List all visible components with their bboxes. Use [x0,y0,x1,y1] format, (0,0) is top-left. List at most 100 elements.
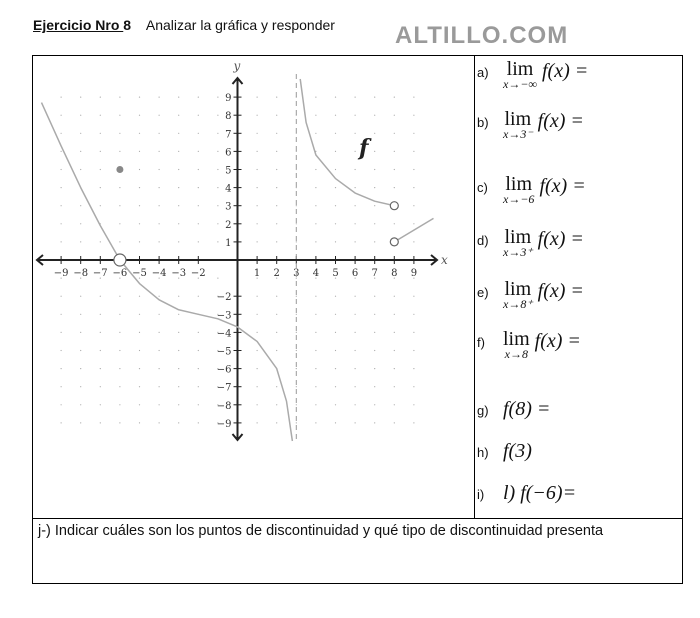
grid-dot [295,368,297,370]
grid-dot [393,132,395,134]
grid-dot [374,295,376,297]
grid-dot [295,187,297,189]
x-tick-label: −2 [191,268,206,279]
limit-operator: lim x→8⁺ [503,278,533,310]
grid-dot [334,187,337,189]
lim-word: lim [504,226,532,248]
grid-dot [80,114,82,116]
grid-dot [99,187,101,189]
grid-dot [217,114,219,116]
grid-dot [217,241,219,243]
y-axis-arrows [231,76,244,442]
grid-dot [158,422,160,424]
grid-dot [374,150,376,152]
grid-dot [334,241,337,243]
y-tick-label: −5 [217,347,232,358]
grid-dot [393,313,395,315]
grid-dot [276,96,278,98]
grid-dot [295,205,297,207]
y-tick-label: 8 [225,111,231,122]
grid-dot [99,313,101,315]
grid-dot [334,295,337,297]
grid-dot [60,168,62,171]
grid-dot [178,150,180,152]
grid-dot [334,386,337,388]
grid-dot [158,331,160,333]
grid-dot [256,404,258,406]
y-tick-label: −6 [217,365,232,376]
grid-dot [256,187,258,189]
y-tick-label: 3 [225,202,231,213]
grid-dot [295,313,297,315]
grid-dot [295,386,297,388]
grid-dot [374,223,376,225]
grid-dot [217,277,219,279]
grid-dot [295,168,297,171]
grid-dot [256,386,258,388]
grid-dot [256,205,258,207]
grid-dot [217,313,219,315]
grid-dot [256,241,258,243]
grid-dot [197,96,199,98]
grid-dot [99,277,101,279]
limit-operator: lim x→3⁻ [503,109,533,140]
grid-dot [178,168,180,171]
grid-dot [295,331,297,333]
grid-dot [80,368,82,370]
grid-dot [119,313,121,315]
grid-dot [256,313,258,315]
grid-dot [99,205,101,207]
grid-dot [217,349,219,352]
grid-dot [138,368,141,370]
grid-dot [354,422,356,424]
grid-dot [315,223,317,225]
limit-operator: lim x→3⁺ [503,226,533,258]
grid-dot [60,187,62,189]
grid-dot [158,349,160,352]
grid-dot [217,132,219,134]
watermark-logo: ALTILLO.COM [395,22,569,49]
grid-dot [197,277,199,279]
grid-dot [197,349,199,352]
y-tick-label: 1 [225,238,231,249]
y-tick-label: −3 [217,310,232,321]
grid-dot [393,422,395,424]
grid-dot [374,241,376,243]
grid-dot [374,386,376,388]
grid-dot [217,386,219,388]
grid-dot [119,404,121,406]
grid-dot [354,404,356,406]
y-tick-label: −4 [217,328,232,339]
grid-dot [178,114,180,116]
grid-dot [197,404,199,406]
grid-dot [354,331,356,333]
grid-dot [256,132,258,134]
grid-dot [334,223,337,225]
grid-dot [197,132,199,134]
exercise-label: Ejercicio Nro [33,17,124,33]
grid-dot [60,114,62,116]
lim-word: lim [504,278,532,300]
grid-dot [158,277,160,279]
grid-dot [256,277,258,279]
grid-dot [217,295,219,297]
grid-dot [99,168,101,171]
grid-dot [158,295,160,297]
grid-dot [413,168,415,171]
grid-dot [119,295,121,297]
expression: f(3) [503,440,532,462]
grid-dot [80,331,82,333]
grid-dot [374,422,376,424]
grid-dot [276,277,278,279]
y-tick-label: −8 [217,401,232,412]
grid-dot [256,295,258,297]
grid-dot [393,96,395,98]
grid-dot [158,132,160,134]
grid-dot [197,114,199,116]
grid-dot [178,223,180,225]
grid-dot [354,205,356,207]
question-d: d) lim x→3⁺ f(x) = [477,226,584,258]
grid-dot [374,368,376,370]
y-axis-label: y [233,59,241,73]
grid-dot [138,295,141,297]
